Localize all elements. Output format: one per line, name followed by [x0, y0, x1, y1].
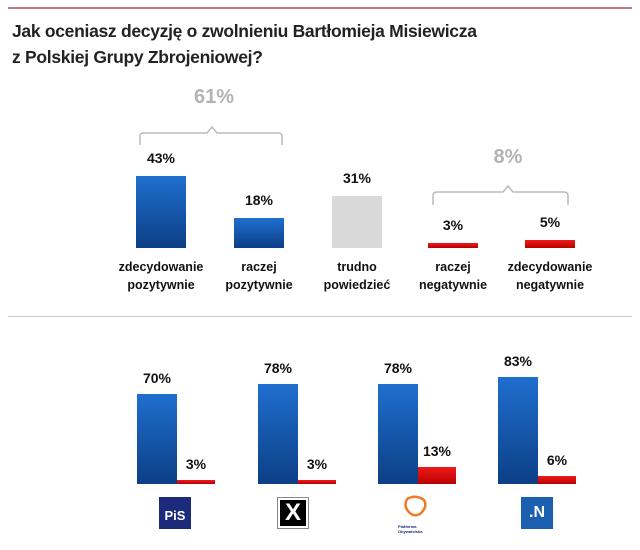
value-label-0: 43%: [146, 150, 176, 166]
pis-logo: PiS: [159, 497, 191, 529]
value-label-2: 31%: [342, 170, 372, 186]
value-label-Platforma Obywatelska-1: 13%: [422, 443, 452, 459]
kukiz-logo: X: [277, 497, 309, 529]
value-label-.N-1: 6%: [546, 452, 568, 468]
bracket-61: [139, 125, 283, 145]
value-label-Platforma Obywatelska-0: 78%: [383, 360, 413, 376]
value-label-1: 18%: [244, 192, 274, 208]
value-label-Kukiz'15-1: 3%: [306, 456, 328, 472]
n-logo: .N: [521, 497, 553, 529]
value-label-4: 5%: [539, 214, 561, 230]
annotation-8%: 8%: [493, 146, 523, 168]
category-label-4: zdecydowanie negatywnie: [507, 260, 593, 292]
po-logo: Platforma Obywatelska: [398, 495, 434, 535]
bar-1: [234, 218, 284, 248]
middle-divider: [8, 316, 632, 317]
title-line-2: z Polskiej Grupy Zbrojeniowej?: [12, 47, 263, 67]
bar-.N-0: [498, 377, 538, 484]
category-label-0: zdecydowanie pozytywnie: [118, 260, 204, 292]
bar-PiS-0: [137, 394, 177, 484]
bar-Platforma Obywatelska-0: [378, 384, 418, 484]
bar-4: [525, 240, 575, 248]
bar-0: [136, 176, 186, 248]
bar-Kukiz'15-1: [298, 480, 336, 484]
title-line-1: Jak oceniasz decyzję o zwolnieniu Bartło…: [12, 21, 477, 41]
value-label-.N-0: 83%: [503, 353, 533, 369]
bracket-8: [432, 184, 569, 205]
value-label-Kukiz'15-0: 78%: [263, 360, 293, 376]
category-label-2: trudno powiedzieć: [323, 260, 391, 292]
bar-Kukiz'15-0: [258, 384, 298, 484]
category-label-1: raczej pozytywnie: [225, 260, 293, 292]
bar-.N-1: [538, 476, 576, 484]
value-label-PiS-1: 3%: [185, 456, 207, 472]
po-logo-text: Platforma Obywatelska: [398, 524, 423, 534]
annotation-61%: 61%: [193, 86, 235, 108]
bar-PiS-1: [177, 480, 215, 484]
bar-2: [332, 196, 382, 248]
bar-3: [428, 243, 478, 248]
value-label-PiS-0: 70%: [142, 370, 172, 386]
chart-title: Jak oceniasz decyzję o zwolnieniu Bartło…: [12, 18, 477, 70]
po-heart-icon: [404, 495, 427, 517]
bar-Platforma Obywatelska-1: [418, 467, 456, 484]
value-label-3: 3%: [442, 217, 464, 233]
category-label-3: raczej negatywnie: [418, 260, 488, 292]
top-divider: [8, 7, 632, 9]
